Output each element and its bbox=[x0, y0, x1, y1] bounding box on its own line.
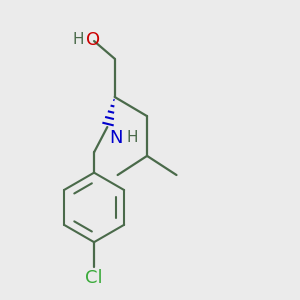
Text: H: H bbox=[72, 32, 84, 47]
Text: N: N bbox=[109, 128, 122, 146]
Text: O: O bbox=[85, 31, 100, 49]
Text: Cl: Cl bbox=[85, 269, 103, 287]
Text: H: H bbox=[126, 130, 138, 145]
